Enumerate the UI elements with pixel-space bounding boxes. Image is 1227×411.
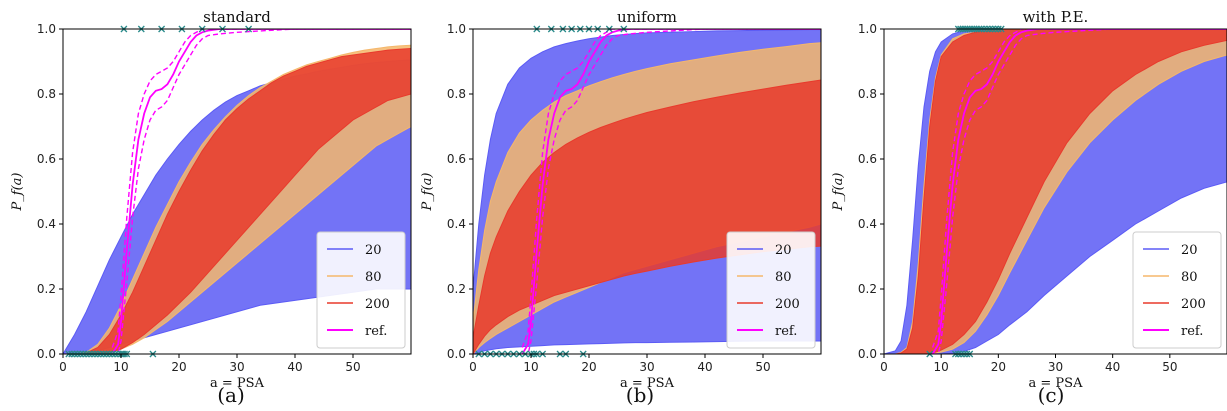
- y-tick-label: 0.6: [447, 152, 466, 166]
- x-tick-label: 50: [755, 360, 770, 374]
- legend-label: 20: [775, 243, 792, 258]
- x-tick-label: 40: [287, 360, 302, 374]
- y-tick-label: 0.8: [37, 87, 56, 101]
- panel-caption: (a): [217, 383, 245, 407]
- legend: 20 80 200 ref.: [1132, 231, 1222, 349]
- legend-label: 20: [365, 243, 382, 258]
- panel-caption: (b): [626, 383, 654, 407]
- reference-lower-bound: [112, 29, 411, 354]
- y-tick-label: 0.0: [447, 347, 466, 361]
- x-tick-label: 40: [1105, 360, 1120, 374]
- reference-curve: [521, 29, 821, 354]
- y-tick-label: 1.0: [447, 22, 466, 36]
- panel-caption: (c): [1038, 383, 1065, 407]
- x-tick-label: 30: [639, 360, 654, 374]
- y-tick-label: 0.4: [447, 217, 466, 231]
- x-tick-label: 0: [469, 360, 477, 374]
- y-axis-label: P_f(a): [420, 173, 435, 212]
- y-tick-label: 0.6: [858, 152, 877, 166]
- x-axis-label: a = PSA: [210, 376, 265, 391]
- reference-lower-bound: [932, 29, 1227, 354]
- legend-label: 80: [365, 270, 382, 285]
- reference-curve: [111, 29, 411, 354]
- legend-label: ref.: [1181, 324, 1203, 339]
- x-tick-label: 20: [581, 360, 596, 374]
- y-tick-label: 0.4: [37, 217, 56, 231]
- legend-label: 80: [775, 270, 792, 285]
- chart-title: with P.E.: [1023, 8, 1089, 26]
- y-tick-label: 0.8: [447, 87, 466, 101]
- y-tick-label: 0.0: [37, 347, 56, 361]
- legend-box: [316, 231, 406, 349]
- x-tick-label: 50: [345, 360, 360, 374]
- x-tick-label: 40: [697, 360, 712, 374]
- y-tick-label: 0.2: [37, 282, 56, 296]
- legend-label: ref.: [365, 324, 387, 339]
- y-tick-label: 0.4: [858, 217, 877, 231]
- plot-area: [884, 29, 1227, 354]
- reference-curve: [931, 29, 1227, 354]
- x-axis-label: a = PSA: [620, 376, 675, 391]
- x-tick-label: 30: [229, 360, 244, 374]
- legend-label: 200: [365, 297, 390, 312]
- x-tick-label: 30: [1048, 360, 1063, 374]
- legend: 20 80 200 ref.: [726, 231, 816, 349]
- y-tick-label: 1.0: [858, 22, 877, 36]
- reference-upper-bound: [931, 29, 1227, 348]
- legend-label: ref.: [775, 324, 797, 339]
- x-tick-label: 10: [523, 360, 538, 374]
- x-tick-label: 0: [880, 360, 888, 374]
- x-tick-label: 20: [171, 360, 186, 374]
- y-axis-label: P_f(a): [10, 173, 25, 212]
- x-tick-label: 0: [59, 360, 67, 374]
- reference-lower-bound: [522, 29, 821, 354]
- chart-panel-3: 0 10 20 30 40 50 0.0 0.2 0.4 0.6 0.8 1.0 with P.E. a …: [831, 8, 1227, 407]
- legend-box: [726, 231, 816, 349]
- y-axis-label: P_f(a): [831, 173, 846, 212]
- y-tick-label: 0.0: [858, 347, 877, 361]
- chart-title: standard: [203, 8, 271, 26]
- y-tick-label: 1.0: [37, 22, 56, 36]
- legend: 20 80 200 ref.: [316, 231, 406, 349]
- x-axis-label: a = PSA: [1029, 376, 1084, 391]
- chart-title: uniform: [617, 8, 677, 26]
- y-tick-label: 0.2: [858, 282, 877, 296]
- x-tick-label: 10: [934, 360, 949, 374]
- band-200: [473, 79, 821, 354]
- x-tick-label: 10: [113, 360, 128, 374]
- legend-label: 20: [1181, 243, 1198, 258]
- legend-box: [1132, 231, 1222, 349]
- legend-label: 200: [1181, 297, 1206, 312]
- legend-label: 200: [775, 297, 800, 312]
- x-tick-label: 50: [1162, 360, 1177, 374]
- chart-panel-2: 0 10 20 30 40 50 0.0 0.2 0.4 0.6 0.8 1.0 uniform a = …: [420, 8, 822, 407]
- band-200: [63, 47, 411, 354]
- legend-label: 80: [1181, 270, 1198, 285]
- y-tick-label: 0.8: [858, 87, 877, 101]
- y-tick-label: 0.6: [37, 152, 56, 166]
- x-tick-label: 20: [991, 360, 1006, 374]
- y-tick-label: 0.2: [447, 282, 466, 296]
- chart-panel-1: 0 10 20 30 40 50 0.0 0.2 0.4 0.6 0.8 1.0 standard a =…: [10, 8, 412, 407]
